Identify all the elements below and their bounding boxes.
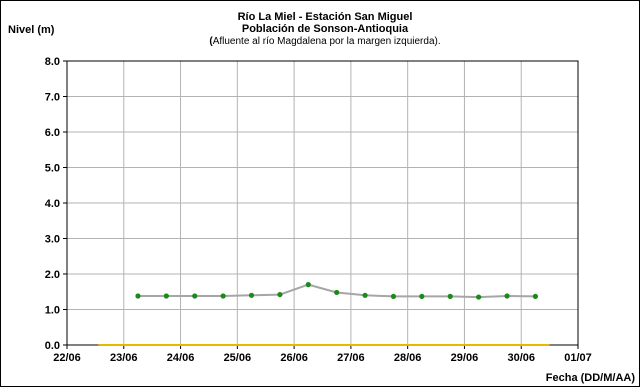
x-tick-label: 01/07 [564, 352, 592, 364]
y-tick-label: 4.0 [45, 198, 60, 210]
x-tick-label: 29/06 [451, 352, 479, 364]
data-point [163, 293, 169, 299]
x-tick-label: 30/06 [507, 352, 535, 364]
chart-subtitle-2: (Afluente al río Magdalena por la margen… [209, 36, 440, 47]
data-point [277, 291, 283, 298]
y-axis: 0.0 1.0 2.0 3.0 4.0 5.0 6.0 7.0 8.0 [45, 56, 67, 352]
data-point [305, 282, 311, 288]
x-tick-label: 28/06 [394, 352, 422, 364]
data-point [419, 293, 425, 299]
x-tick-label: 27/06 [337, 352, 365, 364]
x-tick-label: 23/06 [110, 352, 138, 364]
chart-subtitle: Población de Sonson-Antioquia [242, 23, 409, 35]
x-axis-label: Fecha (DD/M/AA) [546, 372, 636, 384]
data-point [248, 292, 255, 298]
y-tick-label: 3.0 [45, 234, 60, 246]
y-axis-label: Nivel (m) [8, 24, 55, 36]
x-tick-label: 22/06 [53, 352, 81, 364]
data-point [476, 294, 482, 300]
data-point [334, 289, 340, 296]
data-point [220, 293, 226, 299]
data-point [532, 293, 539, 299]
y-tick-label: 6.0 [45, 127, 60, 139]
data-point [504, 293, 510, 299]
x-axis: 22/06 23/06 24/06 25/06 26/06 27/06 28/06 29/06… [53, 345, 592, 364]
chart-title: Río La Miel - Estación San Miguel [238, 11, 413, 23]
data-point [135, 293, 141, 299]
data-point [362, 292, 368, 298]
series-layer [135, 282, 539, 300]
y-tick-label: 1.0 [45, 305, 60, 317]
grid [66, 60, 579, 346]
x-tick-label: 25/06 [224, 352, 252, 364]
subtitle-2-text: Afluente al río Magdalena por la margen … [213, 36, 441, 47]
y-tick-label: 7.0 [45, 92, 60, 104]
data-point [192, 293, 198, 299]
data-point [447, 293, 453, 299]
subtitle-2-paren: ( [209, 36, 213, 47]
y-tick-label: 5.0 [45, 163, 60, 175]
x-tick-label: 24/06 [167, 352, 195, 364]
y-tick-label: 0.0 [45, 340, 60, 352]
x-tick-label: 26/06 [280, 352, 308, 364]
y-tick-label: 8.0 [45, 56, 60, 68]
y-tick-label: 2.0 [45, 269, 60, 281]
data-point [390, 293, 397, 299]
